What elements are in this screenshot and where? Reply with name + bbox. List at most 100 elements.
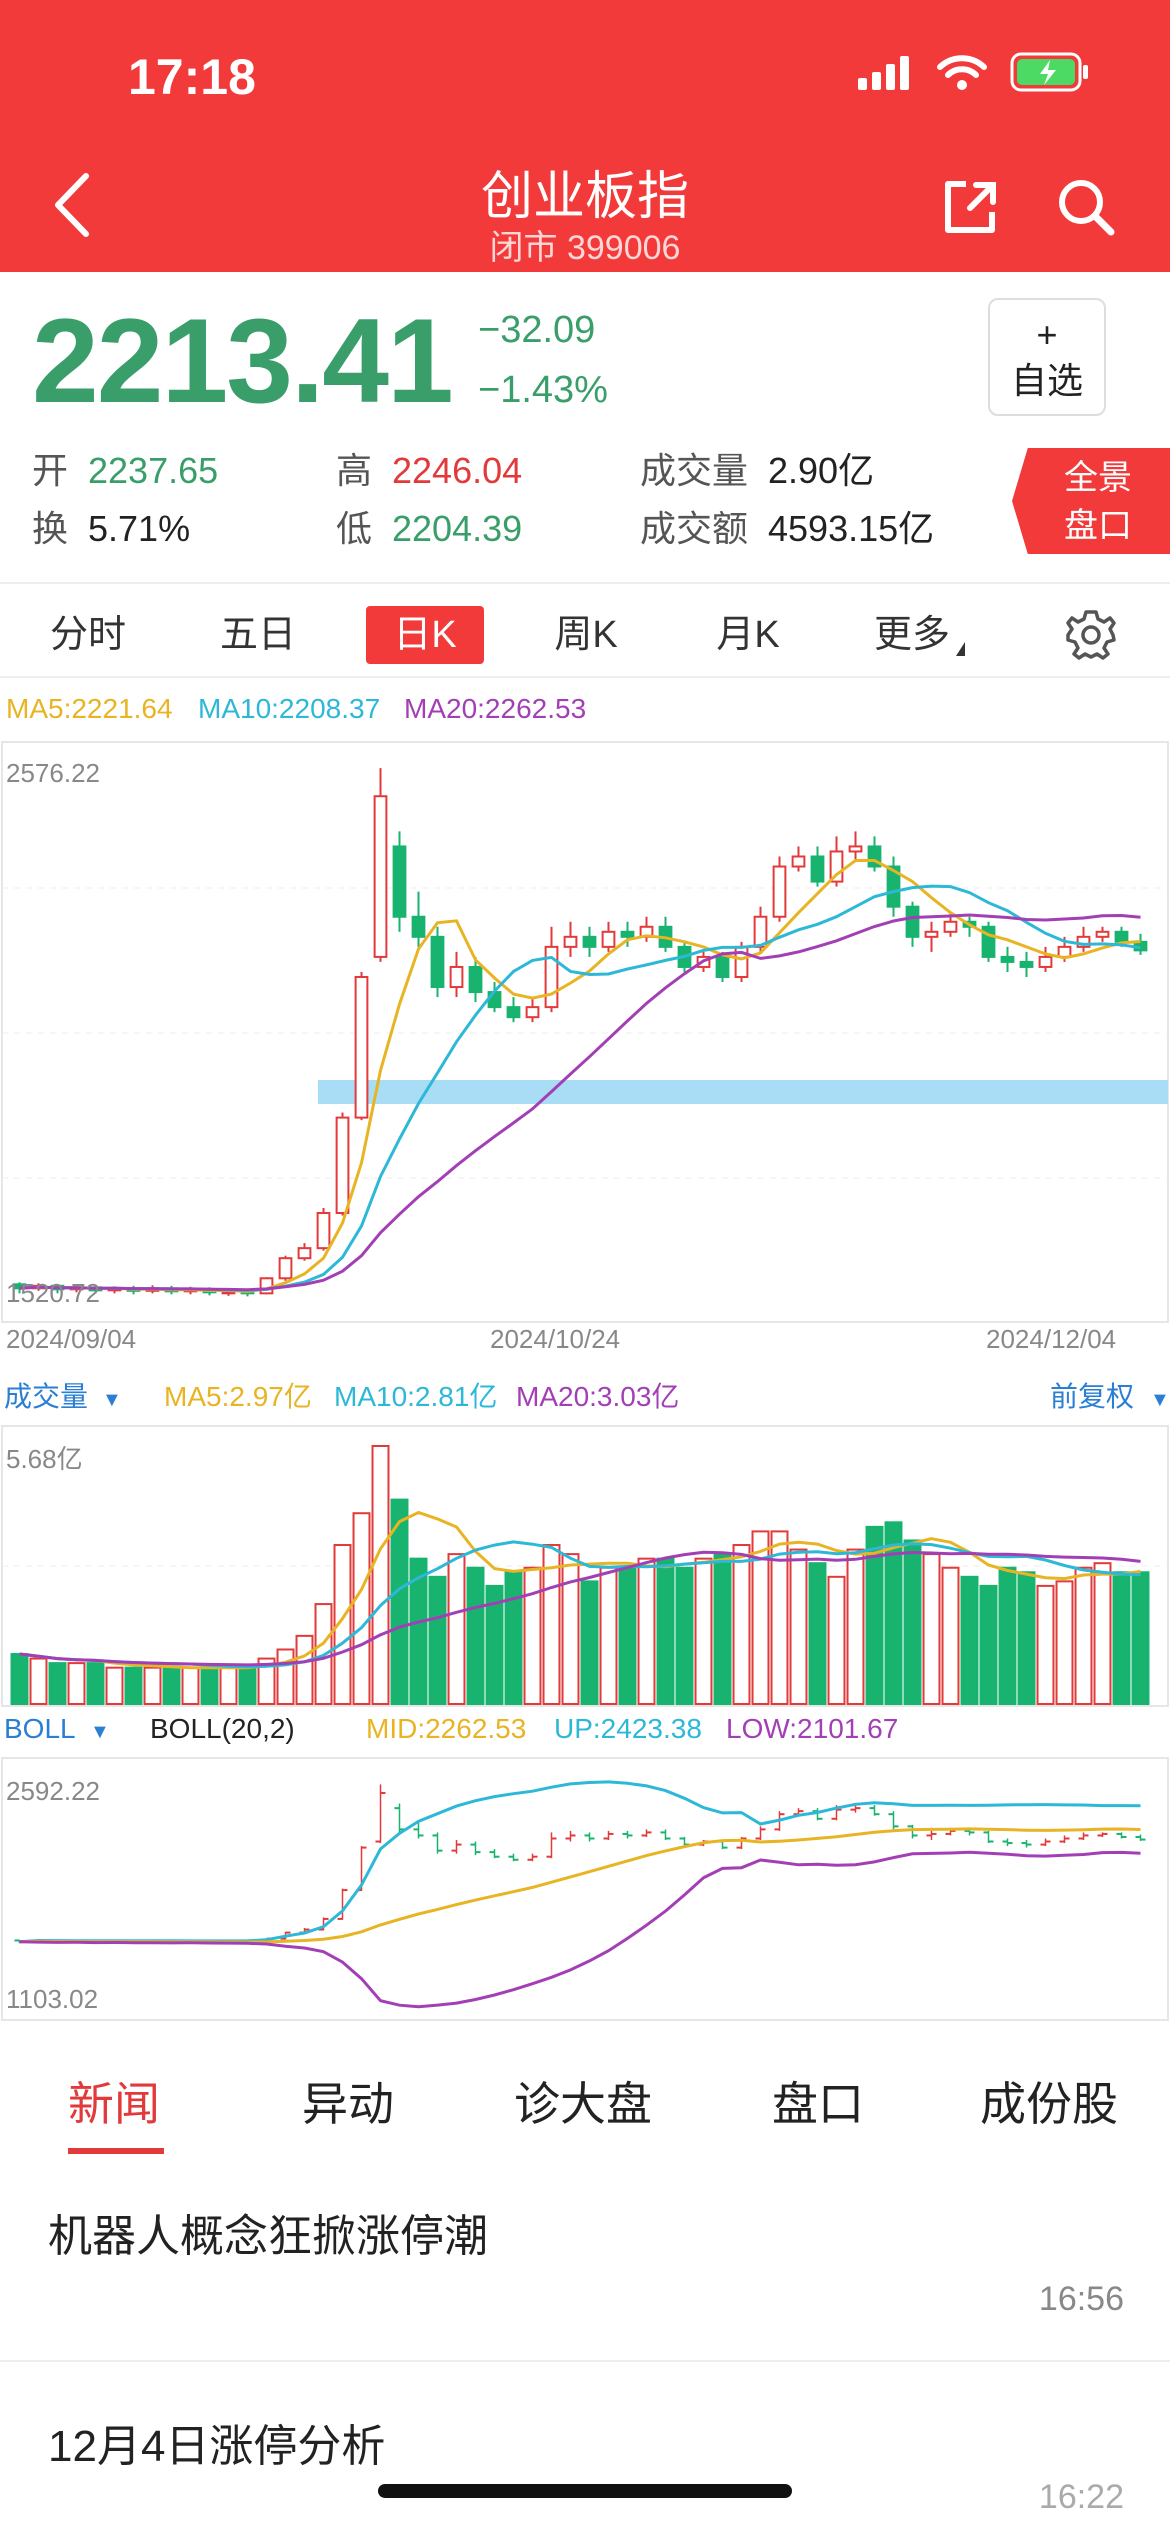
add-watchlist-button[interactable]: + 自选 — [988, 298, 1106, 416]
volume-bar — [922, 1553, 941, 1706]
signal-icon — [858, 56, 909, 90]
tab-five-day[interactable]: 五日 — [219, 614, 296, 656]
volume-value: 2.90亿 — [768, 450, 875, 491]
volume-dropdown-icon[interactable]: ▼ — [102, 1389, 122, 1411]
status-icons — [858, 52, 1090, 92]
ma5-legend: MA5:2221.64 — [6, 693, 173, 724]
tab-diagnosis[interactable]: 诊大盘 — [514, 2078, 652, 2130]
tab-news[interactable]: 新闻 — [68, 2078, 160, 2130]
volume-bar — [162, 1666, 181, 1706]
volume-bar — [637, 1557, 656, 1705]
candle-body — [12, 1283, 27, 1290]
tab-monthly-k[interactable]: 月K — [716, 614, 780, 656]
volume-bar — [599, 1566, 618, 1706]
page-title: 创业板指 — [480, 168, 689, 226]
boll-title[interactable]: BOLL — [4, 1713, 76, 1744]
candle-body — [1095, 930, 1110, 938]
main-chart-frame — [1, 741, 1169, 1323]
news-item-title[interactable]: 机器人概念狂掀涨停潮 — [48, 2212, 488, 2261]
boll-up: UP:2423.38 — [554, 1713, 702, 1744]
share-icon[interactable] — [940, 178, 1000, 238]
volume-bar — [675, 1566, 694, 1706]
volume-bar — [1055, 1580, 1074, 1705]
adjust-mode-label[interactable]: 前复权 — [1050, 1381, 1134, 1412]
kline-charts[interactable]: MA5:2221.64 MA10:2208.37 MA20:2262.53 25… — [0, 678, 1170, 2028]
boll-up-line — [19, 1780, 1141, 1944]
tab-movement[interactable]: 异动 — [302, 2078, 394, 2130]
volume-bar — [390, 1498, 409, 1705]
volume-bar — [485, 1584, 504, 1706]
volume-title[interactable]: 成交量 — [4, 1381, 88, 1412]
boll-params: BOLL(20,2) — [150, 1713, 295, 1744]
search-icon[interactable] — [1055, 176, 1117, 238]
candle-body — [829, 850, 844, 883]
volume-bar — [618, 1566, 637, 1706]
volume-bar — [257, 1657, 276, 1705]
tab-intraday[interactable]: 分时 — [49, 614, 126, 656]
boll-high-label: 2592.22 — [6, 1776, 100, 1806]
tab-more[interactable]: 更多 — [873, 614, 950, 656]
candle-body — [848, 845, 863, 853]
candle-body — [373, 795, 388, 958]
change-percent: −1.43% — [478, 369, 608, 411]
candle-body — [525, 1006, 540, 1019]
ma10-legend: MA10:2208.37 — [198, 693, 380, 724]
gear-icon[interactable] — [1064, 608, 1118, 662]
active-tab-indicator — [68, 2148, 164, 2154]
tab-constituents[interactable]: 成份股 — [980, 2078, 1118, 2130]
candle-body — [715, 955, 730, 978]
volume-bar — [1093, 1562, 1112, 1705]
quote-panel: 2213.41 −32.09 −1.43% + 自选 开 2237.65 换 5.7… — [0, 272, 1170, 582]
ma20-legend: MA20:2262.53 — [404, 693, 586, 724]
low-label: 低 — [336, 508, 373, 549]
full-view-button[interactable]: 全景 盘口 — [1012, 448, 1170, 554]
volume-bar — [713, 1553, 732, 1706]
candle-body — [1076, 935, 1091, 948]
candle-body — [1038, 955, 1053, 968]
volume-bar — [219, 1666, 238, 1706]
volume-bar — [1017, 1571, 1036, 1706]
volume-bar — [523, 1566, 542, 1706]
candle-body — [582, 935, 597, 948]
volume-bar — [580, 1580, 599, 1705]
period-tabs: 分时 五日 日K 周K 月K 更多 — [0, 582, 1170, 678]
tab-weekly-k[interactable]: 周K — [554, 614, 618, 656]
main-high-label: 2576.22 — [6, 758, 100, 788]
battery-icon — [1010, 52, 1088, 92]
candle-body — [430, 935, 445, 989]
vol-ma5-line — [19, 1510, 1141, 1670]
volume-bar — [200, 1666, 219, 1706]
change-value: −32.09 — [478, 309, 596, 351]
price-change: −32.09 −1.43% — [478, 300, 608, 420]
news-item-title[interactable]: 12月4日涨停分析 — [48, 2422, 386, 2471]
tab-daily-k[interactable]: 日K — [366, 606, 484, 664]
news-item-time: 16:56 — [1038, 2280, 1124, 2318]
boll-mid: MID:2262.53 — [366, 1713, 526, 1744]
back-button[interactable] — [48, 170, 98, 240]
volume-bar — [865, 1525, 884, 1705]
date-start: 2024/09/04 — [6, 1324, 136, 1354]
candle-body — [943, 920, 958, 933]
header-bar: 17:18 创业板指 闭市 399006 — [0, 0, 1170, 272]
main-low-label: 1520.72 — [6, 1278, 100, 1308]
candle-body — [601, 930, 616, 948]
candle-body — [1057, 945, 1072, 958]
tab-orderbook[interactable]: 盘口 — [772, 2078, 864, 2130]
news-item-time: 16:22 — [1038, 2478, 1124, 2516]
adjust-dropdown-icon[interactable]: ▼ — [1150, 1389, 1170, 1411]
date-mid: 2024/10/24 — [490, 1324, 620, 1354]
volume-bar — [276, 1648, 295, 1706]
turnover-label: 换 — [32, 508, 69, 549]
volume-bar — [1074, 1566, 1093, 1706]
volume-bar — [789, 1548, 808, 1705]
volume-bar — [979, 1584, 998, 1706]
candle-body — [392, 845, 407, 918]
volume-bar — [409, 1557, 428, 1705]
stats-col-1: 开 2237.65 换 5.71% — [32, 442, 218, 558]
candle-body — [278, 1257, 293, 1280]
boll-chart-frame — [1, 1757, 1169, 2021]
vol-ma20-line — [19, 1550, 1141, 1667]
amount-label: 成交额 — [640, 508, 749, 549]
boll-dropdown-icon[interactable]: ▼ — [90, 1721, 110, 1743]
candle-body — [335, 1116, 350, 1214]
